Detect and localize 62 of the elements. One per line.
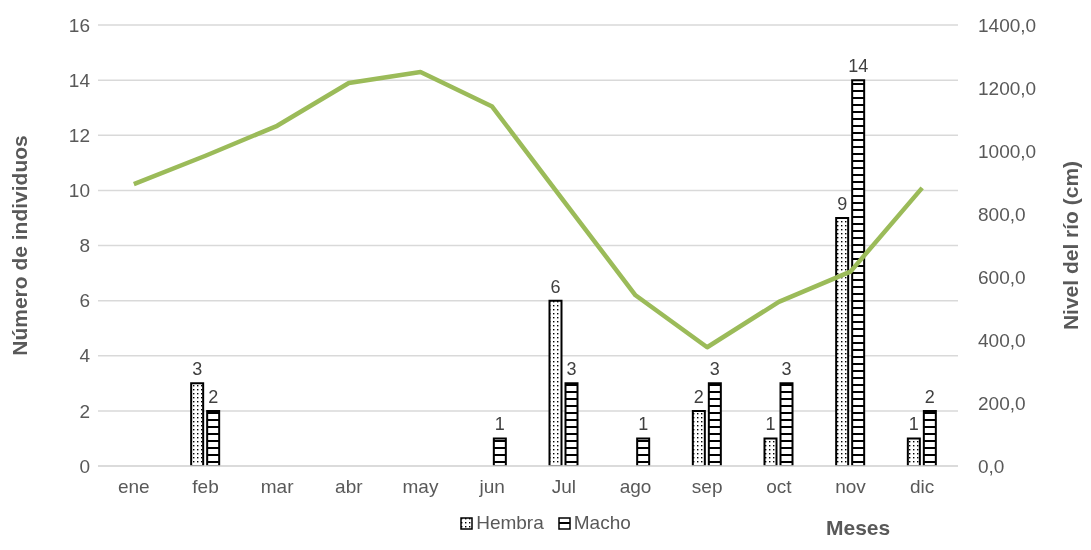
- bar: [190, 382, 205, 466]
- x-tick-label: may: [402, 476, 439, 498]
- y2-axis-title: Nivel del río (cm): [1059, 160, 1083, 331]
- bar: [691, 409, 706, 466]
- data-label: 2: [693, 386, 704, 407]
- legend-label: Hembra: [475, 512, 544, 534]
- data-label: 3: [192, 359, 203, 380]
- y2-tick-label: 1400,0: [978, 14, 1037, 36]
- x-tick-label: nov: [835, 476, 867, 498]
- bar: [779, 382, 794, 466]
- bar: [707, 382, 722, 466]
- y-tick-label: 2: [79, 400, 90, 422]
- y-tick-label: 0: [79, 455, 90, 477]
- y2-tick-label: 1000,0: [978, 140, 1037, 162]
- bar: [636, 437, 651, 466]
- data-label: 3: [709, 359, 720, 380]
- y2-tick-label: 1200,0: [978, 77, 1037, 99]
- y2-tick-label: 800,0: [978, 203, 1026, 225]
- y-tick-label: 12: [68, 124, 90, 146]
- data-label: 2: [924, 386, 935, 407]
- y-tick-label: 8: [79, 235, 90, 257]
- x-tick-label: dic: [910, 476, 935, 498]
- y-tick-label: 14: [68, 69, 91, 91]
- x-tick-label: jun: [478, 476, 505, 498]
- bar: [835, 216, 850, 466]
- bar: [548, 299, 563, 466]
- bar: [851, 79, 866, 466]
- x-tick-label: sep: [691, 476, 723, 498]
- data-label: 1: [638, 414, 649, 435]
- x-tick-label: feb: [192, 476, 219, 498]
- data-label: 14: [848, 56, 869, 77]
- y2-tick-label: 600,0: [978, 266, 1026, 288]
- x-tick-label: ago: [619, 476, 652, 498]
- y-tick-label: 16: [68, 14, 90, 36]
- data-label: 6: [550, 276, 561, 297]
- y-tick-label: 10: [68, 180, 90, 202]
- x-tick-label: Jul: [551, 476, 576, 498]
- data-label: 3: [781, 359, 792, 380]
- bar: [492, 437, 507, 466]
- y-tick-label: 6: [79, 290, 90, 312]
- y2-tick-label: 0,0: [978, 455, 1005, 477]
- bar: [922, 409, 937, 466]
- x-tick-label: mar: [260, 476, 295, 498]
- data-label: 1: [494, 414, 505, 435]
- data-label: 1: [765, 414, 776, 435]
- legend-label: Macho: [572, 512, 631, 534]
- bar: [564, 382, 579, 466]
- y-axis-title: Número de individuos: [8, 135, 32, 356]
- y2-tick-label: 400,0: [978, 329, 1026, 351]
- x-tick-label: ene: [117, 476, 150, 498]
- x-tick-label: abr: [335, 476, 364, 498]
- bar: [763, 437, 778, 466]
- data-label: 9: [837, 193, 848, 214]
- data-label: 2: [208, 386, 219, 407]
- y2-tick-label: 200,0: [978, 392, 1026, 414]
- bar: [906, 437, 921, 466]
- x-axis-title: Meses: [826, 516, 891, 540]
- x-tick-label: oct: [766, 476, 793, 498]
- data-label: 1: [908, 414, 919, 435]
- bar: [206, 409, 221, 466]
- y-tick-label: 4: [79, 345, 91, 367]
- data-label: 3: [566, 359, 577, 380]
